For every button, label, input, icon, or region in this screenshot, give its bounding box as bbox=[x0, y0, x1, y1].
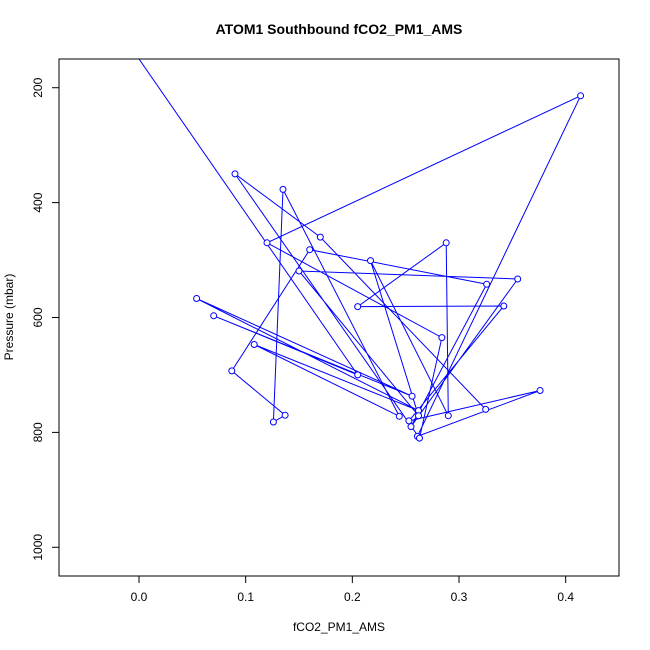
data-point bbox=[408, 392, 416, 400]
y-tick-label: 800 bbox=[31, 422, 45, 442]
data-point bbox=[395, 412, 403, 420]
data-point bbox=[263, 239, 271, 247]
data-point bbox=[193, 295, 201, 302]
data-point bbox=[231, 170, 239, 178]
data-point bbox=[228, 367, 236, 375]
x-tick-label: 0.0 bbox=[131, 590, 148, 604]
chart-title: ATOM1 Southbound fCO2_PM1_AMS bbox=[216, 21, 463, 37]
y-tick-label: 200 bbox=[31, 77, 45, 97]
data-point bbox=[444, 412, 452, 420]
x-tick-label: 0.4 bbox=[557, 590, 574, 604]
data-point bbox=[281, 411, 289, 419]
data-point bbox=[482, 405, 490, 413]
plot-frame bbox=[58, 58, 620, 577]
data-point bbox=[354, 371, 362, 379]
data-point bbox=[500, 302, 508, 310]
data-point bbox=[407, 423, 415, 431]
data-point bbox=[316, 233, 324, 241]
data-point bbox=[415, 412, 422, 420]
y-axis: 200 400 600 800 1000 bbox=[31, 77, 59, 561]
data-point bbox=[269, 418, 277, 426]
data-point bbox=[577, 92, 585, 100]
x-tick-label: 0.2 bbox=[344, 590, 361, 604]
data-point bbox=[416, 434, 423, 442]
data-point bbox=[210, 312, 218, 320]
series-layer bbox=[138, 59, 585, 442]
data-point bbox=[438, 334, 446, 342]
data-point bbox=[250, 341, 258, 348]
data-point bbox=[536, 387, 544, 394]
data-point bbox=[295, 267, 303, 275]
data-point bbox=[405, 417, 413, 425]
data-point bbox=[354, 303, 362, 311]
data-point bbox=[483, 280, 491, 288]
y-axis-label: Pressure (mbar) bbox=[2, 274, 16, 361]
y-tick-label: 600 bbox=[31, 307, 45, 327]
x-tick-label: 0.3 bbox=[451, 590, 468, 604]
data-point bbox=[306, 246, 314, 254]
data-point bbox=[367, 257, 374, 265]
data-point bbox=[514, 275, 522, 283]
data-point bbox=[442, 239, 450, 247]
data-point bbox=[279, 185, 287, 193]
y-tick-label: 400 bbox=[31, 192, 45, 212]
x-axis: 0.0 0.1 0.2 0.3 0.4 bbox=[131, 576, 574, 604]
x-tick-label: 0.1 bbox=[237, 590, 254, 604]
x-axis-label: fCO2_PM1_AMS bbox=[293, 620, 385, 634]
y-tick-label: 1000 bbox=[31, 534, 45, 561]
series-line bbox=[138, 59, 582, 440]
